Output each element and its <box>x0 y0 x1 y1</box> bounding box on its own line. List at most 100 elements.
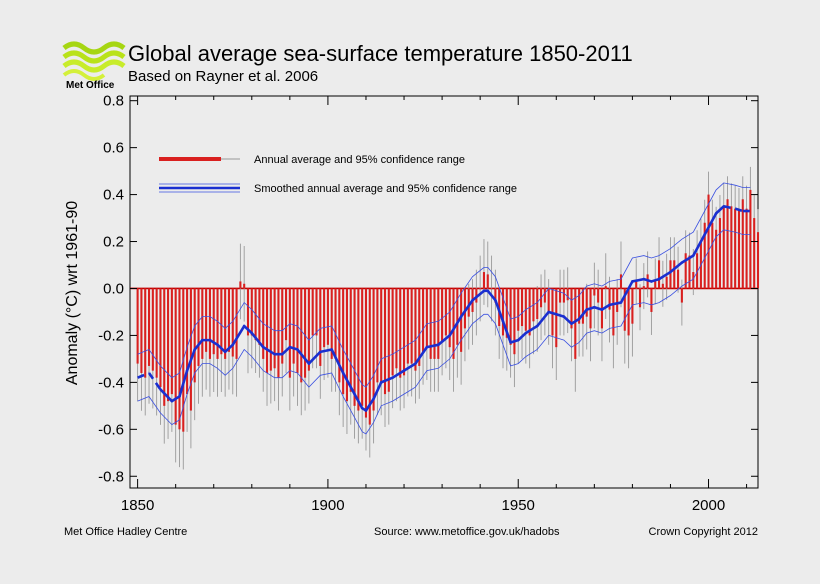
bar-1955 <box>536 288 539 319</box>
smoothed-segment-1910 <box>364 397 375 412</box>
bar-1951 <box>520 288 524 327</box>
bar-1987 <box>657 260 661 289</box>
smoothed-segment-1948 <box>509 338 520 344</box>
bar-1926 <box>425 288 428 348</box>
y-tick-label: 0.2 <box>103 234 124 251</box>
bar-1855 <box>155 288 158 378</box>
bar-1989 <box>665 276 668 289</box>
wave-logo-icon <box>62 41 126 81</box>
bar-1931 <box>444 288 447 336</box>
smoothed-segment-1859 <box>170 395 181 403</box>
smoothed-segment-1861 <box>178 369 189 398</box>
bar-1923 <box>414 288 417 371</box>
bar-2005 <box>726 199 729 289</box>
smoothed-segment-1865 <box>193 338 204 351</box>
bar-1879 <box>246 288 250 336</box>
smoothed-segment-1904 <box>341 371 356 396</box>
error-bars <box>137 166 759 470</box>
bar-1860 <box>174 288 177 425</box>
smoothed-segment-2002 <box>714 205 726 215</box>
smoothed-segment-1962 <box>562 315 573 325</box>
bar-1953 <box>528 288 531 336</box>
bar-1992 <box>677 269 680 289</box>
legend-label-annual: Annual average and 95% confidence range <box>254 154 465 166</box>
smoothed-ci-upper <box>137 182 751 388</box>
bar-1898 <box>319 288 322 366</box>
bar-1861 <box>178 288 181 430</box>
smoothed-segment-1873 <box>223 343 235 354</box>
bar-1912 <box>372 288 375 411</box>
y-tick-label: 0.0 <box>103 280 124 297</box>
bar-1869 <box>208 288 211 359</box>
bar-1935 <box>460 288 463 352</box>
legend: Annual average and 95% confidence range … <box>159 154 517 195</box>
bar-1949 <box>513 288 516 355</box>
smoothed-segment-1863 <box>185 348 197 372</box>
bar-1961 <box>559 288 562 303</box>
smoothed-series <box>137 182 751 435</box>
met-office-logo: Met Office <box>62 41 126 91</box>
bar-1882 <box>258 288 261 345</box>
bar-1901 <box>330 288 333 359</box>
bar-1937 <box>467 288 470 317</box>
bar-1927 <box>429 288 432 359</box>
bar-1986 <box>654 281 657 289</box>
bar-1875 <box>231 288 234 357</box>
smoothed-segment-1938 <box>471 289 486 302</box>
smoothed-segment-1980 <box>631 277 646 283</box>
x-tick-label: 2000 <box>692 497 725 514</box>
smoothed-segment-1987 <box>657 270 672 281</box>
bar-1884 <box>265 288 269 373</box>
bar-1947 <box>505 288 508 338</box>
smoothed-segment-1878 <box>242 324 254 335</box>
bar-1996 <box>692 272 695 289</box>
smoothed-segment-1960 <box>554 312 566 318</box>
bar-1873 <box>224 288 227 359</box>
smoothed-segment-1970 <box>593 305 604 311</box>
bar-1859 <box>170 288 173 395</box>
smoothed-segment-1966 <box>577 308 589 321</box>
legend-annual-swatch <box>159 157 221 161</box>
smoothed-segment-1901 <box>330 348 345 375</box>
bar-1890 <box>288 288 291 378</box>
bar-1916 <box>387 288 390 392</box>
footer-copyright: Crown Copyright 2012 <box>649 526 758 538</box>
bar-1941 <box>482 272 486 289</box>
bar-1973 <box>604 286 607 289</box>
bar-1851 <box>140 288 143 373</box>
smoothed-segment-1917 <box>391 369 406 379</box>
bar-1889 <box>285 288 288 341</box>
bar-1886 <box>273 288 276 369</box>
bar-1865 <box>193 288 196 383</box>
smoothed-segment-2007 <box>734 207 744 213</box>
bar-1930 <box>441 288 444 343</box>
plot-frame <box>129 95 759 489</box>
bar-1965 <box>574 288 577 359</box>
smoothed-segment-1993 <box>680 254 695 264</box>
smoothed-segment-1999 <box>703 212 718 236</box>
smoothed-segment-1968 <box>585 305 596 311</box>
bar-1991 <box>673 260 676 289</box>
bar-1857 <box>163 288 166 406</box>
smoothed-segment-1944 <box>494 298 505 323</box>
bar-1885 <box>269 288 272 371</box>
logo-text: Met Office <box>66 80 115 91</box>
x-tick-label: 1850 <box>121 497 154 514</box>
bar-1891 <box>292 288 295 364</box>
smoothed-segment-1871 <box>216 343 227 354</box>
bar-1905 <box>345 288 348 402</box>
legend-item-annual: Annual average and 95% confidence range <box>159 154 465 166</box>
y-tick-label: 0.8 <box>103 93 124 110</box>
bar-1964 <box>570 288 573 329</box>
bar-1977 <box>619 274 623 289</box>
bar-1936 <box>463 288 466 329</box>
bar-2011 <box>749 189 752 289</box>
bar-1982 <box>638 288 642 308</box>
smoothed-segment-1964 <box>570 317 581 325</box>
bar-2001 <box>711 222 714 289</box>
bar-1985 <box>650 288 653 312</box>
smoothed-segment-1990 <box>669 261 684 274</box>
bar-1920 <box>402 288 406 376</box>
bar-1909 <box>361 288 364 406</box>
bar-1942 <box>486 274 489 289</box>
